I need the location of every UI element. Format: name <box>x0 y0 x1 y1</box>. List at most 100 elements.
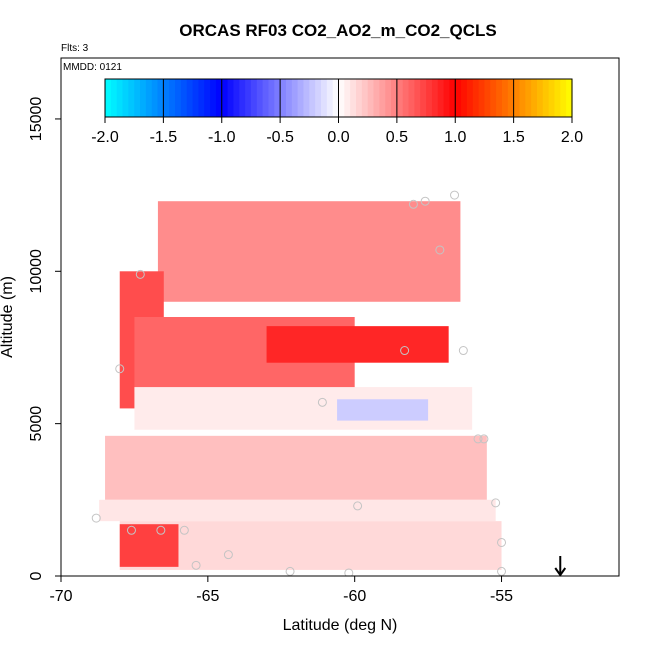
colorbar-segment <box>466 79 474 117</box>
colorbar-segment <box>531 79 538 117</box>
flight-point <box>344 568 354 576</box>
colorbar-segment <box>490 79 497 117</box>
arrow-head <box>554 567 567 577</box>
flight-point <box>285 566 295 576</box>
colorbar-segment <box>426 79 433 117</box>
colorbar-segment <box>414 79 421 117</box>
flight-points-layer <box>91 190 507 576</box>
colorbar-segment <box>198 79 205 117</box>
date-label: MMDD: 0121 <box>63 62 122 73</box>
colorbar-segment <box>350 79 357 117</box>
y-axis-label: Altitude (m) <box>0 276 16 358</box>
colorbar-tick-label: 0.5 <box>386 129 408 146</box>
chart-title: ORCAS RF03 CO2_AO2_m_CO2_QCLS <box>179 21 496 40</box>
colorbar-segment <box>221 79 229 117</box>
colorbar-tick-label: -1.0 <box>208 129 236 146</box>
colorbar-segment <box>525 79 532 117</box>
flight-point <box>126 525 136 535</box>
colorbar-segment <box>507 79 515 117</box>
colorbar-segment <box>227 79 235 117</box>
x-axis-label: Latitude (deg N) <box>283 617 398 634</box>
colorbar-segment <box>169 79 176 117</box>
colorbar-segment <box>396 79 404 117</box>
colorbar-tick-label: 0.0 <box>327 129 349 146</box>
flight-point <box>400 346 410 356</box>
colorbar-segment <box>315 79 322 117</box>
colorbar-segment <box>560 79 567 117</box>
colorbar-segment <box>496 79 503 117</box>
colorbar-segment <box>180 79 188 117</box>
colorbar-segment <box>455 79 462 117</box>
colorbar-segment <box>431 79 439 117</box>
flight-point <box>317 397 327 407</box>
heatmap-cell-blue-patch <box>337 399 429 421</box>
y-tick-label: 15000 <box>28 97 45 142</box>
colorbar-segment <box>233 79 240 117</box>
colorbar-segment <box>385 79 392 117</box>
colorbar-segment <box>501 79 509 117</box>
colorbar-segment <box>122 79 129 117</box>
flight-point <box>473 434 483 444</box>
colorbar-segment <box>536 79 544 117</box>
colorbar-segment <box>478 79 486 117</box>
flight-point <box>435 245 445 255</box>
flight-point <box>420 196 430 206</box>
colorbar-segment <box>554 79 561 117</box>
colorbar-segment <box>186 79 194 117</box>
colorbar-segment <box>338 79 345 117</box>
colorbar-segment <box>215 79 223 117</box>
flight-point <box>491 498 501 508</box>
colorbar-segment <box>250 79 258 117</box>
colorbar-segment <box>332 79 340 117</box>
colorbar-segment <box>326 79 334 117</box>
colorbar-segment <box>309 79 316 117</box>
heatmap-cell-low-left-blob <box>119 524 179 567</box>
colorbar-segment <box>239 79 246 117</box>
colorbar-segment <box>256 79 264 117</box>
y-axis: 0 5000 10000 15000 <box>28 97 61 580</box>
colorbar-segment <box>262 79 270 117</box>
colorbar-segment <box>151 79 159 117</box>
colorbar-segment <box>128 79 135 117</box>
plot-frame <box>60 57 620 577</box>
colorbar-segment <box>175 79 182 117</box>
colorbar-segment <box>344 79 351 117</box>
colorbar-segment <box>542 79 550 117</box>
x-tick-label: -70 <box>49 588 72 605</box>
y-tick-label: 10000 <box>28 249 45 294</box>
colorbar-segment <box>391 79 398 117</box>
colorbar-segment <box>105 79 112 117</box>
flight-point <box>408 199 418 209</box>
flight-point <box>179 525 189 535</box>
colorbar-segment <box>157 79 164 117</box>
colorbar-segment <box>437 79 445 117</box>
flight-point <box>353 501 363 511</box>
colorbar-segment <box>192 79 199 117</box>
colorbar-segment <box>402 79 410 117</box>
flight-point <box>223 550 233 560</box>
flight-point <box>450 190 460 200</box>
flight-point <box>497 566 507 576</box>
colorbar-tick-label: 2.0 <box>561 129 583 146</box>
x-axis: -70 -65 -60 -55 <box>49 576 513 605</box>
colorbar-segment <box>367 79 375 117</box>
colorbar-segment <box>297 79 305 117</box>
colorbar-segment <box>268 79 275 117</box>
flight-point <box>135 269 145 279</box>
colorbar-segment <box>140 79 147 117</box>
heatmap-cell-low-band <box>119 521 502 570</box>
colorbar-segment <box>110 79 118 117</box>
colorbar-segment <box>285 79 293 117</box>
colorbar-segment <box>303 79 310 117</box>
colorbar-segment <box>116 79 124 117</box>
colorbar-segment <box>274 79 281 117</box>
y-tick-label: 0 <box>28 571 45 580</box>
colorbar-segment <box>320 79 328 117</box>
x-tick-label: -60 <box>343 588 366 605</box>
colorbar-segment <box>443 79 451 117</box>
colorbar-tick-label: 1.5 <box>503 129 525 146</box>
colorbar-segment <box>204 79 211 117</box>
colorbar-segment <box>461 79 468 117</box>
flight-point <box>91 513 101 523</box>
